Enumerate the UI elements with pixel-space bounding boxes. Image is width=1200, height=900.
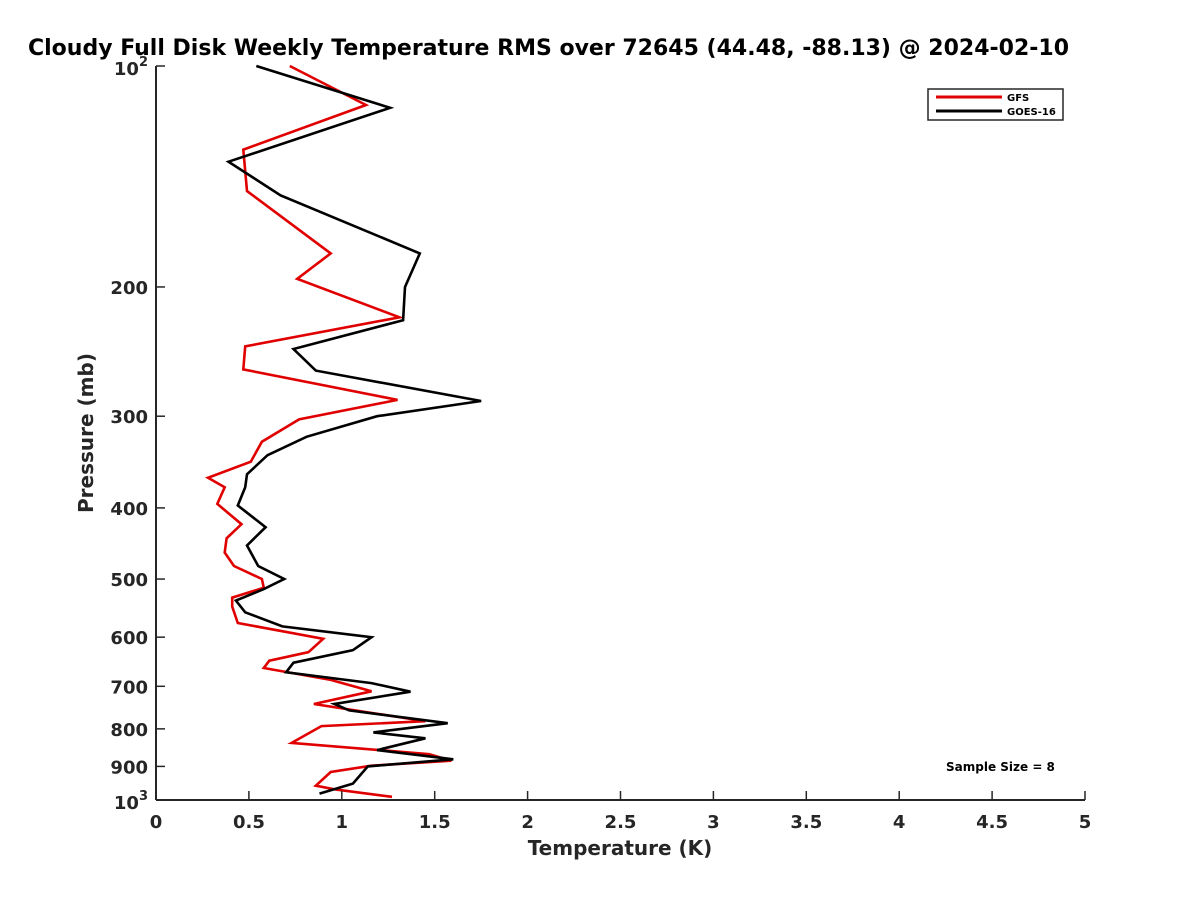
x-axis-label: Temperature (K)	[528, 836, 713, 860]
series-layer	[204, 64, 482, 799]
y-tick-label: 600	[110, 628, 148, 649]
legend-label-gfs: GFS	[1007, 93, 1029, 104]
y-tick-label: 800	[110, 720, 148, 741]
x-tick-label: 1	[336, 812, 349, 833]
y-tick-label: 900	[110, 757, 148, 778]
y-tick-label: 103	[114, 789, 148, 814]
x-tick-label: 0.5	[233, 812, 265, 833]
y-tick-label: 700	[110, 677, 148, 698]
x-tick-label: 2	[521, 812, 534, 833]
x-tick-label: 3	[707, 812, 720, 833]
x-tick-label: 4.5	[976, 812, 1008, 833]
legend-box	[927, 88, 1064, 121]
x-ticks: 0 0.5 1 1.5 2 2.5 3 3.5 4 4.5 5	[150, 791, 1092, 833]
y-tick-label: 400	[110, 499, 148, 520]
y-tick-label: 300	[110, 407, 148, 428]
legend-label-goes-16: GOES-16	[1007, 107, 1056, 118]
x-tick-label: 0	[150, 812, 163, 833]
x-tick-label: 5	[1079, 812, 1092, 833]
y-tick-label: 102	[114, 55, 148, 80]
series-line-gfs	[204, 64, 452, 799]
y-ticks: 102 200 300 400 500 600 700 800 900 103	[110, 55, 165, 814]
y-axis-label: Pressure (mb)	[74, 353, 98, 513]
legend: GFS GOES-16	[927, 88, 1064, 121]
y-tick-label: 200	[110, 278, 148, 299]
x-tick-label: 1.5	[419, 812, 451, 833]
x-tick-label: 3.5	[790, 812, 822, 833]
y-tick-label: 500	[110, 570, 148, 591]
series-line-goes-16	[225, 64, 482, 795]
chart-title: Cloudy Full Disk Weekly Temperature RMS …	[28, 36, 1069, 61]
x-tick-label: 2.5	[605, 812, 637, 833]
x-tick-label: 4	[893, 812, 906, 833]
sample-size-annotation: Sample Size = 8	[946, 760, 1055, 774]
